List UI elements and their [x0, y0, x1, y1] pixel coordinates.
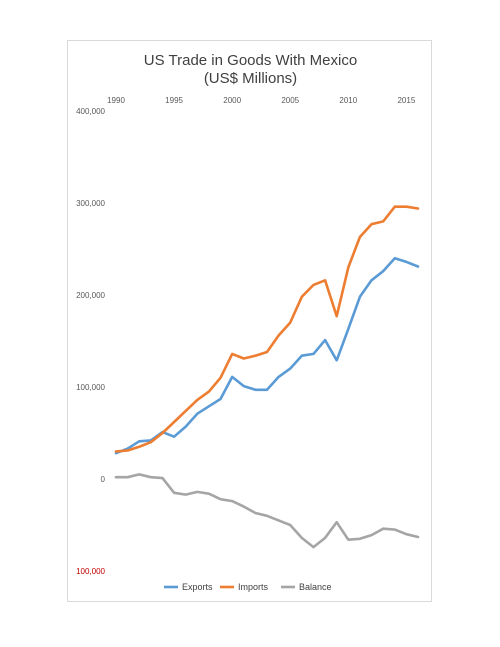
series-line-imports — [114, 205, 420, 453]
x-tick-label: 2015 — [397, 96, 415, 105]
x-tick-label: 1995 — [165, 96, 183, 105]
x-axis-ticks: 1990 1995 2000 2005 2010 2015 — [107, 96, 416, 105]
y-axis-ticks: 400,000 300,000 200,000 100,000 0 100,000 — [76, 107, 105, 576]
y-tick-label: 100,000 — [76, 383, 105, 392]
legend-label-imports: Imports — [238, 582, 269, 592]
legend: Exports Imports Balance — [164, 582, 332, 592]
x-tick-label: 2000 — [223, 96, 241, 105]
y-tick-label: 100,000 — [76, 567, 105, 576]
y-tick-label: 400,000 — [76, 107, 105, 116]
series-lines — [114, 205, 420, 549]
x-tick-label: 2010 — [339, 96, 357, 105]
series-line-balance — [114, 473, 420, 549]
legend-label-balance: Balance — [299, 582, 332, 592]
chart-area: US Trade in Goods With Mexico (US$ Milli… — [67, 40, 432, 602]
y-tick-label: 300,000 — [76, 199, 105, 208]
y-tick-label: 200,000 — [76, 291, 105, 300]
y-tick-label: 0 — [101, 475, 106, 484]
chart-title: US Trade in Goods With Mexico — [144, 52, 357, 69]
x-tick-label: 2005 — [281, 96, 299, 105]
series-line-exports — [114, 256, 420, 455]
line-chart: US Trade in Goods With Mexico (US$ Milli… — [76, 52, 420, 592]
legend-label-exports: Exports — [182, 582, 213, 592]
chart-subtitle: (US$ Millions) — [204, 70, 297, 87]
x-tick-label: 1990 — [107, 96, 125, 105]
